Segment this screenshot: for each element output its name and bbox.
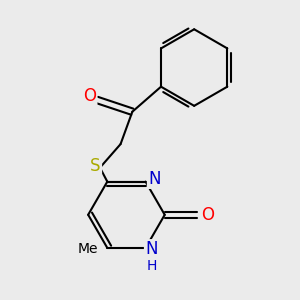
Text: N: N — [145, 240, 158, 258]
Text: N: N — [148, 170, 161, 188]
Text: Me: Me — [78, 242, 98, 256]
Text: S: S — [90, 157, 101, 175]
Text: O: O — [83, 86, 96, 104]
Text: H: H — [146, 259, 157, 273]
Text: O: O — [201, 206, 214, 224]
